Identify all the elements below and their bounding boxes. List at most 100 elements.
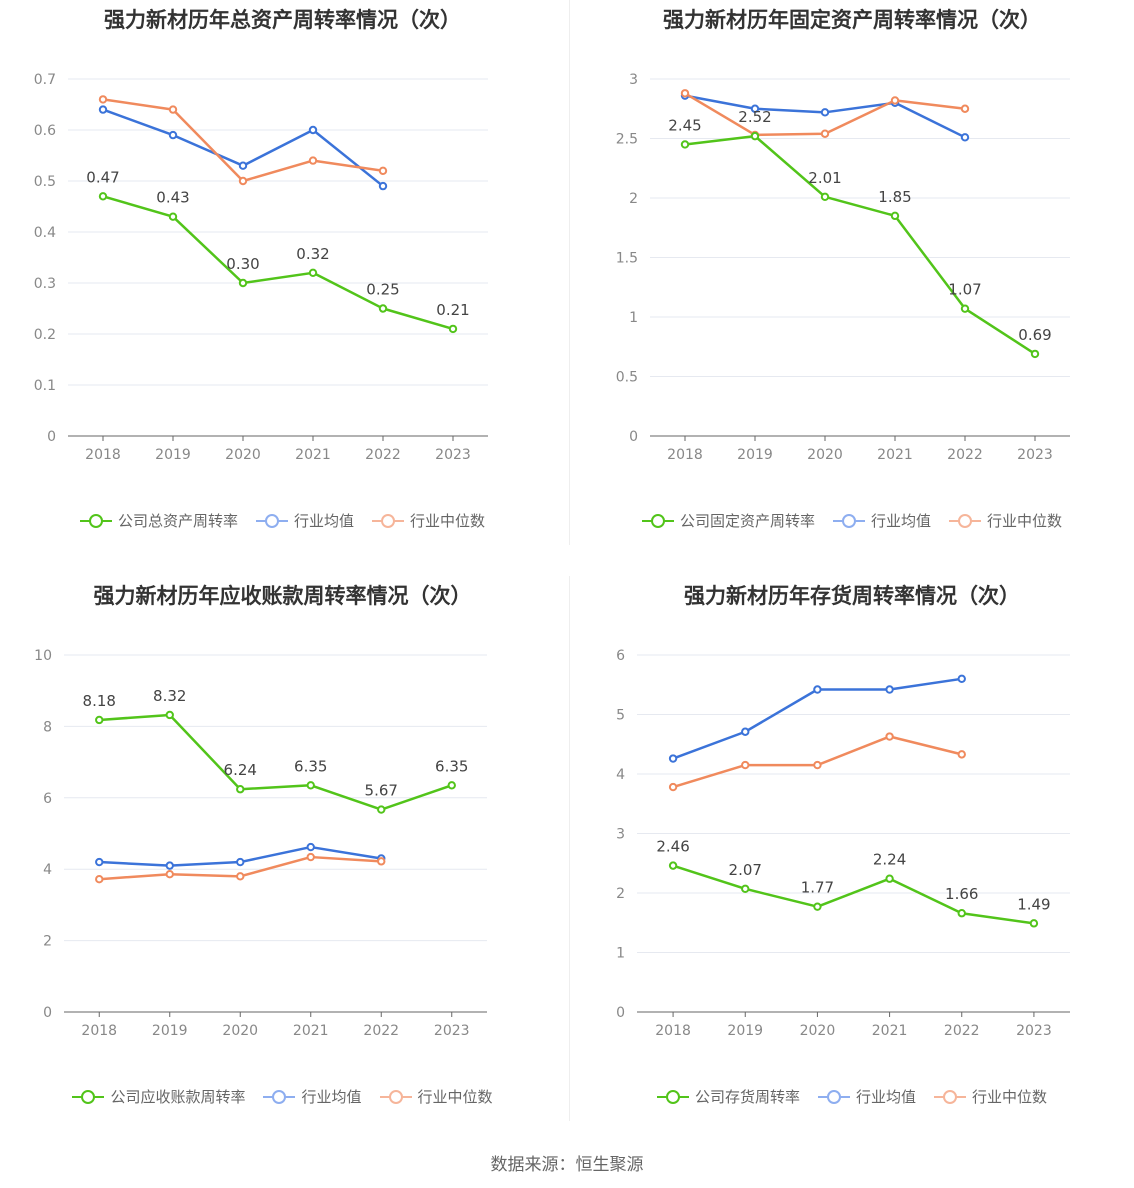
legend-label: 公司存货周转率 bbox=[694, 1088, 800, 1106]
y-tick-label: 6 bbox=[616, 648, 625, 664]
data-label: 0.25 bbox=[366, 281, 399, 299]
legend-item-industry-median[interactable]: 行业中位数 bbox=[379, 1086, 493, 1107]
company-series-point bbox=[377, 805, 386, 814]
industry-median-series-point bbox=[741, 760, 750, 770]
x-tick-label: 2020 bbox=[807, 447, 843, 463]
legend-item-company[interactable]: 公司应收账款周转率 bbox=[72, 1086, 245, 1107]
legend-company-icon bbox=[72, 1089, 105, 1104]
y-tick-label: 2 bbox=[629, 191, 638, 207]
y-tick-label: 0.7 bbox=[34, 72, 56, 88]
legend-label: 公司总资产周转率 bbox=[117, 512, 238, 530]
legend-median-icon bbox=[372, 513, 404, 528]
industry-average-series-point bbox=[236, 857, 245, 867]
legend-median-icon bbox=[949, 513, 981, 528]
chart-panel-total-asset-turnover: 强力新材历年总资产周转率情况（次） 0 0.1 0.2 0.3 0.4 0.5 0.6 0.7… bbox=[0, 0, 565, 560]
y-tick-label: 0.2 bbox=[34, 327, 56, 343]
data-label: 0.47 bbox=[86, 168, 119, 186]
x-tick-label: 2018 bbox=[85, 447, 121, 463]
legend-item-company[interactable]: 公司总资产周转率 bbox=[79, 510, 238, 531]
company-series-point bbox=[813, 902, 822, 911]
data-label: 2.24 bbox=[873, 851, 906, 869]
company-series-line bbox=[684, 134, 1036, 355]
company-series-point bbox=[668, 861, 678, 870]
legend-item-industry-median[interactable]: 行业中位数 bbox=[949, 510, 1062, 531]
legend-label: 行业均值 bbox=[301, 1088, 362, 1106]
data-label: 5.67 bbox=[365, 782, 398, 800]
data-label: 2.07 bbox=[729, 861, 762, 879]
legend-label: 行业均值 bbox=[855, 1088, 916, 1106]
legend-median-icon bbox=[934, 1089, 966, 1104]
legend-item-industry-median[interactable]: 行业中位数 bbox=[372, 510, 485, 531]
legend-item-company[interactable]: 公司存货周转率 bbox=[656, 1086, 800, 1107]
x-tick-label: 2021 bbox=[295, 447, 331, 463]
panel-divider-bottom bbox=[569, 576, 570, 1121]
chart-panel-fixed-asset-turnover: 强力新材历年固定资产周转率情况（次） 0 0.5 1 1.5 2 2.5 3 2018 2019… bbox=[570, 0, 1134, 560]
industry-average-series-point bbox=[168, 130, 178, 140]
data-label: 1.07 bbox=[948, 281, 981, 299]
x-tick-label: 2021 bbox=[293, 1023, 329, 1039]
industry-median-series-point bbox=[308, 156, 318, 165]
legend-company-icon bbox=[641, 513, 674, 528]
chart-legend: 公司固定资产周转率 行业均值 行业中位数 bbox=[570, 510, 1134, 531]
data-label: 0.43 bbox=[156, 189, 189, 207]
y-tick-label: 0.5 bbox=[616, 370, 638, 386]
company-series-point bbox=[890, 211, 900, 221]
x-tick-label: 2022 bbox=[944, 1023, 980, 1039]
legend-item-industry-median[interactable]: 行业中位数 bbox=[934, 1086, 1047, 1107]
legend-item-industry-average[interactable]: 行业均值 bbox=[255, 510, 354, 531]
industry-median-series-point bbox=[377, 857, 386, 866]
company-series-point bbox=[820, 192, 830, 202]
y-tick-label: 6 bbox=[43, 791, 52, 807]
legend-company-icon bbox=[656, 1089, 689, 1104]
y-tick-label: 1 bbox=[616, 946, 625, 962]
y-tick-label: 2 bbox=[43, 934, 52, 950]
x-tick-label: 2020 bbox=[225, 447, 261, 463]
industry-median-series-point bbox=[165, 869, 174, 879]
chart-title: 强力新材历年应收账款周转率情况（次） bbox=[93, 584, 472, 608]
company-series-point bbox=[1030, 349, 1040, 359]
company-series-point bbox=[957, 909, 966, 918]
legend-label: 公司应收账款周转率 bbox=[110, 1088, 246, 1106]
legend-label: 行业中位数 bbox=[987, 512, 1063, 530]
chart-plot: 0 0.1 0.2 0.3 0.4 0.5 0.6 0.7 2018 2019 2020 2021 20… bbox=[34, 72, 488, 463]
y-tick-label: 0.5 bbox=[34, 174, 56, 190]
company-series-point bbox=[680, 140, 690, 149]
x-tick-label: 2019 bbox=[152, 1023, 188, 1039]
data-label: 6.35 bbox=[435, 757, 468, 775]
company-series-point bbox=[885, 874, 894, 883]
x-tick-label: 2021 bbox=[877, 447, 913, 463]
legend-average-icon bbox=[255, 513, 288, 528]
x-tick-label: 2023 bbox=[435, 447, 471, 463]
y-tick-label: 2 bbox=[616, 886, 625, 902]
company-series-line bbox=[99, 713, 453, 811]
industry-median-series-point bbox=[885, 732, 894, 741]
company-series-point bbox=[98, 192, 108, 201]
company-series-point bbox=[236, 785, 245, 794]
chart-title: 强力新材历年固定资产周转率情况（次） bbox=[663, 8, 1041, 32]
legend-item-industry-average[interactable]: 行业均值 bbox=[263, 1086, 362, 1107]
industry-average-series-point bbox=[165, 861, 174, 870]
data-label: 0.32 bbox=[296, 245, 329, 263]
legend-item-industry-average[interactable]: 行业均值 bbox=[817, 1086, 916, 1107]
company-series-point bbox=[306, 781, 315, 790]
y-tick-label: 5 bbox=[616, 708, 625, 724]
industry-median-series-point bbox=[957, 750, 966, 759]
legend-label: 公司固定资产周转率 bbox=[679, 512, 815, 530]
legend-company-icon bbox=[79, 513, 112, 528]
x-tick-label: 2018 bbox=[655, 1023, 691, 1039]
y-tick-label: 4 bbox=[616, 767, 625, 783]
industry-median-series-point bbox=[236, 872, 245, 881]
y-tick-label: 0.3 bbox=[34, 276, 56, 292]
company-series-point bbox=[1029, 919, 1039, 928]
legend-average-icon bbox=[817, 1089, 850, 1104]
legend-item-industry-average[interactable]: 行业均值 bbox=[832, 510, 931, 531]
data-label: 1.77 bbox=[801, 879, 834, 897]
chart-legend: 公司总资产周转率 行业均值 行业中位数 bbox=[0, 510, 565, 531]
data-label: 8.32 bbox=[153, 687, 186, 705]
chart-panel-inventory-turnover: 强力新材历年存货周转率情况（次） 0 1 2 3 4 5 6 2018 2019 2020 2021… bbox=[570, 576, 1134, 1136]
y-tick-label: 1 bbox=[629, 310, 638, 326]
company-series-line bbox=[672, 864, 1035, 925]
legend-item-company[interactable]: 公司固定资产周转率 bbox=[641, 510, 815, 531]
y-tick-label: 0 bbox=[616, 1005, 625, 1021]
company-series-point bbox=[168, 212, 178, 221]
